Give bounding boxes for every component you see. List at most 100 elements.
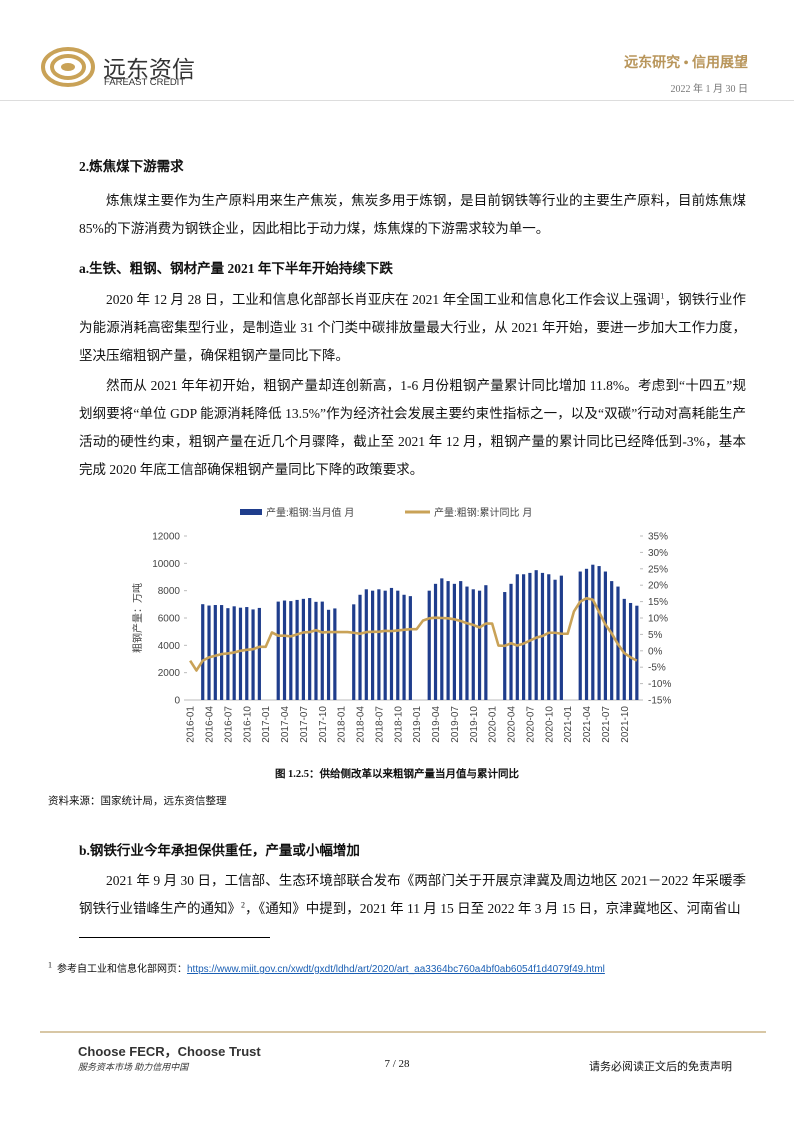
caption: 图 1.2.5：供给侧改革以来粗钢产量当月值与累计同比 <box>274 769 520 780</box>
y-tick-label: 6000 <box>158 614 181 625</box>
bar <box>364 589 368 700</box>
footnote-rule <box>79 937 270 938</box>
bar <box>477 590 482 700</box>
bar <box>320 601 324 700</box>
bar <box>440 578 444 700</box>
disclaimer: 请务必阅读正文后的免责声明 <box>589 1061 732 1073</box>
x-tick-label: 2021-04 <box>582 706 593 743</box>
bar <box>301 598 305 700</box>
bar <box>547 574 551 700</box>
y-tick-label: 8000 <box>158 586 181 597</box>
footnote-mark: 1 <box>48 960 52 970</box>
paragraph: 然而从 2021 年年初开始，粗钢产量却连创新高，1-6 月份粗钢产量累计同比增… <box>79 378 746 477</box>
bar <box>628 602 633 700</box>
x-tick-label: 2016-07 <box>223 706 234 743</box>
x-tick-label: 2019-01 <box>412 706 423 743</box>
x-tick-label: 2016-01 <box>186 706 197 743</box>
logo-cn: 远东资信 <box>103 56 195 82</box>
x-tick-label: 2017-07 <box>299 706 310 743</box>
x-tick-label: 2021-01 <box>563 706 574 743</box>
bar <box>471 589 475 700</box>
header-rule <box>0 100 794 101</box>
date: 2022 年 1 月 30 日 <box>670 84 749 95</box>
y-tick-label: 10000 <box>152 559 180 570</box>
bar <box>207 605 211 700</box>
bar <box>427 590 431 700</box>
y2-tick-label: 35% <box>648 532 668 543</box>
bar <box>213 605 217 700</box>
bar <box>333 608 337 700</box>
text: 2020 年 12 月 28 日，工业和信息化部部长肖亚庆在 2021 年全国工… <box>106 292 661 307</box>
footnote-link[interactable]: https://www.miit.gov.cn/xwdt/gxdt/ldhd/a… <box>187 964 605 975</box>
bar <box>245 607 249 700</box>
y2-tick-label: 25% <box>648 564 668 575</box>
y2-tick-label: -10% <box>648 679 671 690</box>
text: ，钢铁行业作为能源消耗高密集型行业，是制造业 31 个门类中碳排放量最大行业，从… <box>79 292 747 363</box>
legend-label: 产量:粗钢:当月值 月 <box>266 506 354 519</box>
x-tick-label: 2020-07 <box>525 706 536 743</box>
y2-tick-label: 15% <box>648 597 668 608</box>
bar <box>528 572 532 700</box>
x-tick-label: 2018-01 <box>337 706 348 743</box>
bar <box>314 601 318 700</box>
x-tick-label: 2021-07 <box>601 706 612 743</box>
paragraph: 炼焦煤主要作为生产原料用来生产焦炭，焦炭多用于炼钢，是目前钢铁等行业的主要生产原… <box>79 193 746 236</box>
bar <box>389 587 394 700</box>
bar <box>509 583 513 700</box>
x-tick-label: 2016-04 <box>205 706 216 743</box>
x-tick-label: 2020-01 <box>488 706 499 743</box>
x-tick-label: 2020-10 <box>544 706 555 743</box>
y2-tick-label: 10% <box>648 614 668 625</box>
bar <box>358 594 362 700</box>
bar <box>238 607 243 700</box>
bar <box>396 590 400 700</box>
bar <box>484 585 488 700</box>
logo-icon <box>41 47 95 87</box>
x-tick-label: 2019-10 <box>469 706 480 743</box>
bar <box>446 581 450 700</box>
footnote-ref: 1 <box>660 291 665 301</box>
bar <box>622 598 626 700</box>
slogan-en: Choose FECR，Choose Trust <box>78 1044 261 1059</box>
bar <box>308 598 312 700</box>
line <box>189 597 638 672</box>
legend-label: 产量:粗钢:累计同比 月 <box>434 506 532 519</box>
bar <box>433 583 438 700</box>
bar <box>578 571 582 700</box>
y-tick-label: 0 <box>174 696 180 707</box>
bar <box>553 579 557 700</box>
x-tick-label: 2020-04 <box>507 706 518 743</box>
y2-tick-label: 30% <box>648 548 668 559</box>
bar <box>534 570 538 700</box>
footnote-ref: 2 <box>241 900 245 910</box>
y-tick-label: 2000 <box>158 668 181 679</box>
x-tick-label: 2018-07 <box>374 706 385 743</box>
y-axis-label: 粗钢产量：万吨 <box>131 583 144 653</box>
bar <box>402 594 406 700</box>
footer-rule <box>40 1031 766 1033</box>
x-tick-label: 2016-10 <box>242 706 253 743</box>
slogan-cn: 服务资本市场 助力信用中国 <box>78 1062 189 1072</box>
bar <box>465 586 469 700</box>
bar <box>559 575 563 700</box>
bar <box>603 571 607 700</box>
x-tick-label: 2019-07 <box>450 706 461 743</box>
y2-tick-label: 20% <box>648 581 668 592</box>
footnote-text: 参考自工业和信息化部网页： <box>57 964 187 975</box>
bar <box>295 599 299 700</box>
x-tick-label: 2017-04 <box>280 706 291 743</box>
bar <box>515 574 519 700</box>
bar <box>220 605 224 700</box>
bar <box>452 583 456 700</box>
bar <box>201 604 205 700</box>
x-tick-label: 2018-10 <box>393 706 404 743</box>
page-number: 7 / 28 <box>384 1058 410 1070</box>
bar <box>352 604 356 700</box>
y2-tick-label: -5% <box>648 663 666 674</box>
bar <box>371 590 375 700</box>
paragraph: 2021 年 9 月 30 日，工信部、生态环境部联合发布《两部门关于开展京津冀… <box>79 867 746 923</box>
bar <box>377 589 381 700</box>
y2-tick-label: 5% <box>648 630 663 641</box>
x-tick-label: 2018-04 <box>356 706 367 743</box>
